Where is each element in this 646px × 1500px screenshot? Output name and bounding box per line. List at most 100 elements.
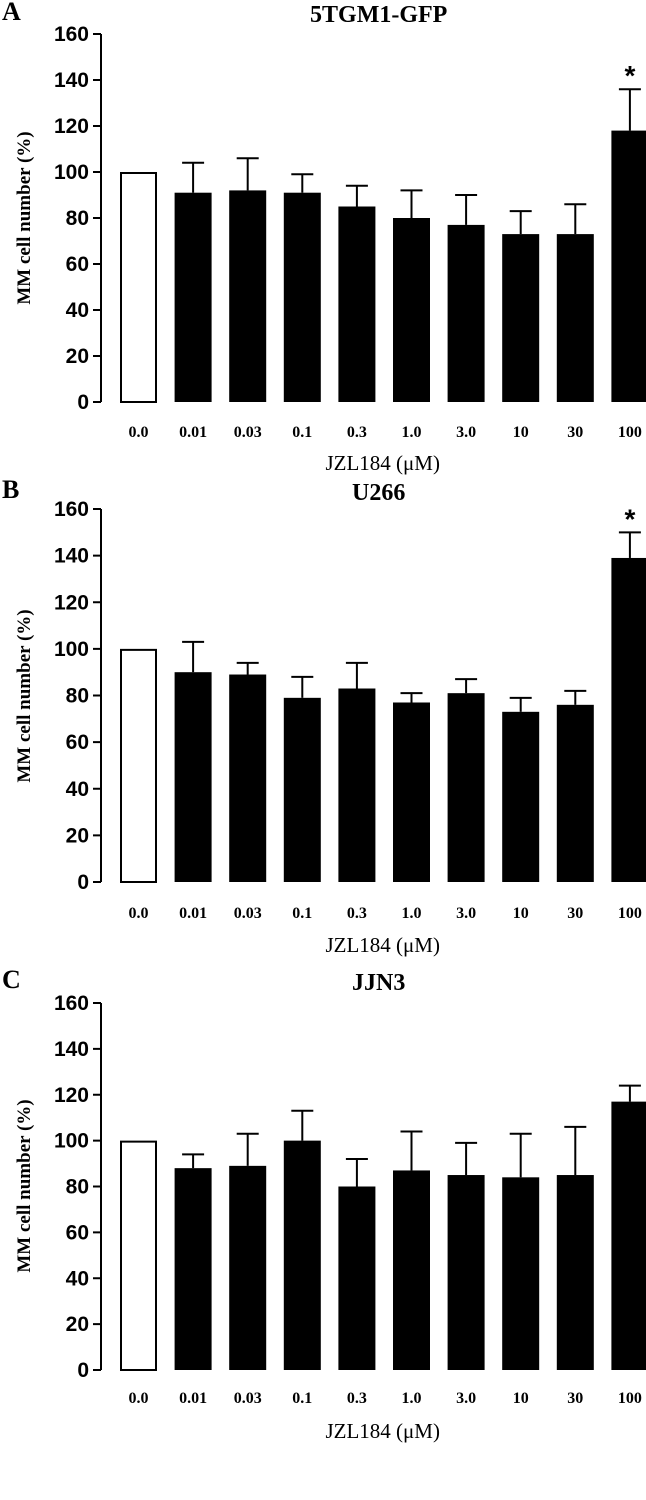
bar xyxy=(393,218,430,402)
bar xyxy=(502,1177,540,1370)
y-tick-label: 140 xyxy=(54,69,89,92)
bar xyxy=(556,704,594,882)
y-tick-label: 160 xyxy=(54,23,89,46)
x-axis-label: JZL184 (μM) xyxy=(325,933,440,957)
y-tick-label: 120 xyxy=(54,115,89,138)
y-tick-label: 20 xyxy=(66,1313,89,1336)
bar xyxy=(611,130,646,402)
panel-letter: C xyxy=(2,965,21,994)
x-tick-label: 0.1 xyxy=(292,905,312,922)
bar xyxy=(338,206,376,402)
y-tick-label: 0 xyxy=(77,871,89,894)
y-axis-label: MM cell number (%) xyxy=(14,1099,35,1272)
chart-title: U266 xyxy=(352,480,405,506)
x-tick-label: 0.3 xyxy=(347,1390,367,1407)
y-tick-label: 40 xyxy=(66,1267,89,1290)
x-tick-label: 10 xyxy=(513,424,529,441)
chart-panel-a: A 5TGM1-GFP 0 20 40 60 80 100 120 140 160 MM cell n… xyxy=(2,0,646,475)
x-tick-label: 0.01 xyxy=(179,1390,207,1407)
y-tick-label: 0 xyxy=(77,1359,89,1382)
x-tick-label: 30 xyxy=(567,1390,583,1407)
bar xyxy=(174,1168,212,1370)
bar xyxy=(393,1170,430,1370)
x-tick-label: 10 xyxy=(513,1390,529,1407)
chart-title: 5TGM1-GFP xyxy=(310,2,447,28)
y-tick-label: 60 xyxy=(66,253,89,276)
y-tick-label: 40 xyxy=(66,778,89,801)
x-tick-label: 0.3 xyxy=(347,424,367,441)
x-tick-label: 0.3 xyxy=(347,905,367,922)
bar xyxy=(229,190,267,402)
bar xyxy=(174,192,212,402)
x-tick-label: 0.03 xyxy=(234,905,262,922)
bar xyxy=(556,1175,594,1370)
bar xyxy=(611,1101,646,1370)
x-tick-label: 0.03 xyxy=(234,1390,262,1407)
x-tick-label: 0.0 xyxy=(129,424,149,441)
bar xyxy=(338,688,376,882)
bar xyxy=(283,192,321,402)
x-tick-label: 1.0 xyxy=(402,1390,422,1407)
bar xyxy=(556,234,594,402)
y-tick-label: 60 xyxy=(66,1221,89,1244)
bar xyxy=(502,234,540,402)
x-tick-label: 100 xyxy=(618,1390,642,1407)
bar xyxy=(229,1165,267,1370)
x-tick-label: 0.0 xyxy=(129,1390,149,1407)
y-tick-label: 160 xyxy=(54,498,89,521)
y-tick-label: 100 xyxy=(54,638,89,661)
bar xyxy=(229,674,267,882)
y-tick-label: 80 xyxy=(66,685,89,708)
x-tick-label: 0.0 xyxy=(129,905,149,922)
x-tick-label: 0.01 xyxy=(179,905,207,922)
x-tick-label: 30 xyxy=(567,905,583,922)
y-tick-label: 100 xyxy=(54,1130,89,1153)
y-tick-label: 140 xyxy=(54,545,89,568)
bar xyxy=(174,672,212,882)
x-tick-label: 3.0 xyxy=(456,424,476,441)
x-axis-label: JZL184 (μM) xyxy=(325,1419,440,1443)
x-tick-label: 100 xyxy=(618,424,642,441)
x-tick-label: 1.0 xyxy=(402,905,422,922)
chart-panel-b: B U266 0 20 40 60 80 100 120 140 160 MM cell number… xyxy=(2,475,646,957)
chart-panel-c: C JJN3 0 20 40 60 80 100 120 140 160 MM cell number… xyxy=(2,965,646,1443)
x-tick-label: 0.1 xyxy=(292,1390,312,1407)
y-axis-label: MM cell number (%) xyxy=(14,609,35,782)
bar xyxy=(120,648,157,883)
y-tick-label: 140 xyxy=(54,1038,89,1061)
x-tick-label: 1.0 xyxy=(402,424,422,441)
x-tick-label: 30 xyxy=(567,424,583,441)
bar xyxy=(447,693,485,882)
x-tick-label: 0.1 xyxy=(292,424,312,441)
bar xyxy=(283,697,321,882)
bar xyxy=(447,1175,485,1370)
bar xyxy=(393,702,430,882)
y-tick-label: 80 xyxy=(66,1176,89,1199)
y-tick-label: 60 xyxy=(66,731,89,754)
y-tick-label: 20 xyxy=(66,345,89,368)
y-tick-label: 120 xyxy=(54,1084,89,1107)
panel-letter: A xyxy=(2,0,21,26)
x-tick-label: 3.0 xyxy=(456,905,476,922)
y-tick-label: 80 xyxy=(66,207,89,230)
significance-marker: * xyxy=(624,503,635,534)
bar xyxy=(283,1140,321,1370)
y-axis-label: MM cell number (%) xyxy=(14,131,35,304)
significance-marker: * xyxy=(624,60,635,91)
y-tick-label: 0 xyxy=(77,391,89,414)
y-tick-label: 40 xyxy=(66,299,89,322)
y-tick-label: 20 xyxy=(66,824,89,847)
bar xyxy=(611,557,646,882)
bar xyxy=(120,172,157,403)
bar xyxy=(502,711,540,882)
y-tick-label: 100 xyxy=(54,161,89,184)
x-tick-label: 100 xyxy=(618,905,642,922)
y-tick-label: 120 xyxy=(54,591,89,614)
x-tick-label: 0.03 xyxy=(234,424,262,441)
bar xyxy=(338,1186,376,1370)
chart-title: JJN3 xyxy=(352,970,405,996)
x-tick-label: 10 xyxy=(513,905,529,922)
bar xyxy=(447,224,485,402)
y-tick-label: 160 xyxy=(54,992,89,1015)
